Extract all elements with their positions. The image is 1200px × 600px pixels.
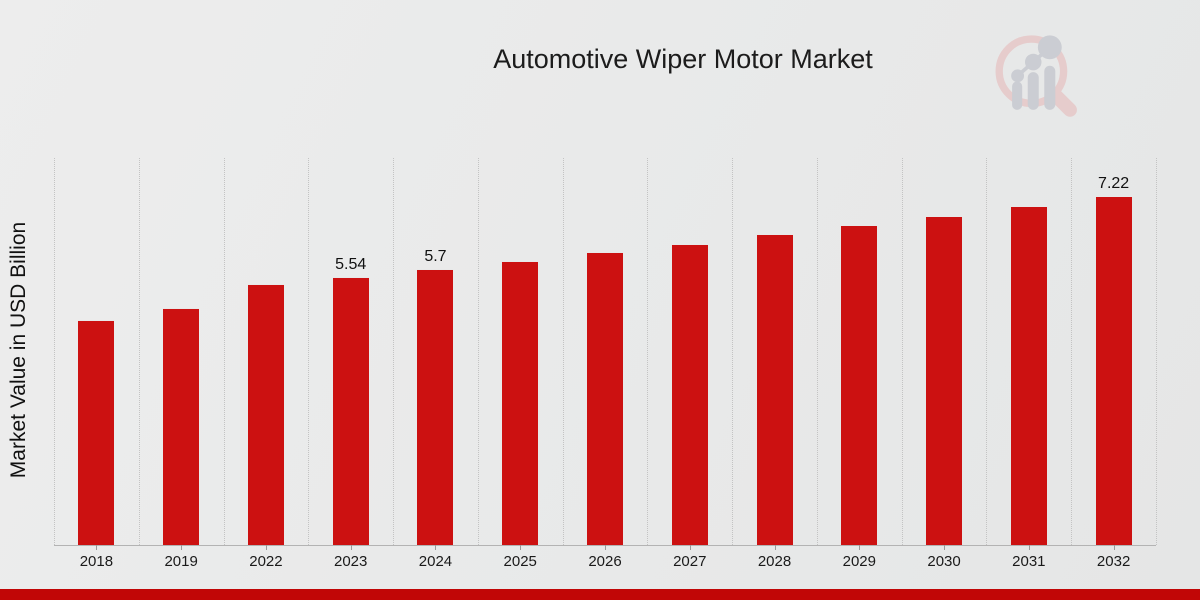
gridline — [1156, 158, 1157, 545]
bar-2031 — [1010, 205, 1047, 545]
gridline — [1071, 158, 1073, 545]
x-axis-tick — [859, 545, 861, 550]
gridline — [562, 158, 564, 545]
x-axis-label-2025: 2025 — [503, 553, 537, 570]
bar-2022 — [247, 284, 284, 545]
bar-2027 — [671, 243, 708, 545]
x-axis-tick — [350, 545, 352, 550]
bar-2019 — [163, 307, 200, 545]
x-axis-label-2023: 2023 — [334, 553, 368, 570]
gridline — [54, 158, 55, 545]
bar-value-label-2024: 5.7 — [424, 248, 447, 266]
x-axis-tick — [1028, 545, 1030, 550]
x-axis-tick — [96, 545, 98, 550]
gridline — [393, 158, 395, 545]
chart-title: Automotive Wiper Motor Market — [493, 44, 873, 74]
x-axis-tick — [774, 545, 776, 550]
gridline — [477, 158, 479, 545]
x-axis-tick — [435, 545, 437, 550]
x-axis-label-2026: 2026 — [588, 553, 622, 570]
x-axis-tick — [944, 545, 946, 550]
bar-2030 — [926, 215, 963, 545]
bar-2025 — [502, 261, 539, 545]
x-axis-label-2028: 2028 — [757, 553, 792, 570]
bar-value-label-2023: 5.54 — [335, 256, 367, 274]
gridline — [816, 158, 818, 545]
x-axis-label-2032: 2032 — [1096, 553, 1131, 570]
x-axis-tick — [265, 545, 267, 550]
gridline — [901, 158, 903, 545]
bar-2032 — [1095, 195, 1132, 545]
x-axis-label-2030: 2030 — [927, 553, 961, 570]
bar-2024 — [417, 269, 454, 545]
gridline — [732, 158, 734, 545]
x-axis-label-2019: 2019 — [164, 553, 198, 570]
x-axis-tick — [605, 545, 606, 550]
plot-area: 2018 2019 2022 5.54 2023 5.7 2024 2025 2026 2027 2… — [54, 158, 1157, 570]
bar-2029 — [841, 225, 878, 545]
x-axis-tick — [1113, 545, 1115, 550]
x-axis-label-2022: 2022 — [249, 553, 283, 570]
x-axis-tick — [181, 545, 183, 550]
gridline — [223, 158, 225, 545]
x-axis-label-2031: 2031 — [1012, 553, 1046, 570]
footer-accent-band — [0, 589, 1200, 600]
x-axis-tick — [520, 545, 522, 550]
market-research-magnifier-logo — [995, 35, 1077, 117]
bar-2028 — [756, 234, 793, 545]
gridline — [138, 158, 140, 545]
x-axis-label-2018: 2018 — [79, 553, 114, 570]
gridline — [986, 158, 988, 545]
bar-value-label-2032: 7.22 — [1098, 174, 1130, 192]
x-axis-tick — [689, 545, 691, 550]
gridline — [308, 158, 310, 545]
bar-2018 — [78, 320, 115, 545]
x-axis-label-2029: 2029 — [842, 553, 876, 570]
x-axis-label-2024: 2024 — [418, 553, 453, 570]
bar-2026 — [587, 252, 623, 545]
bar-2023 — [332, 277, 369, 545]
gridline — [647, 158, 649, 545]
x-axis-label-2027: 2027 — [673, 553, 707, 570]
y-axis-label: Market Value in USD Billion — [7, 221, 30, 479]
